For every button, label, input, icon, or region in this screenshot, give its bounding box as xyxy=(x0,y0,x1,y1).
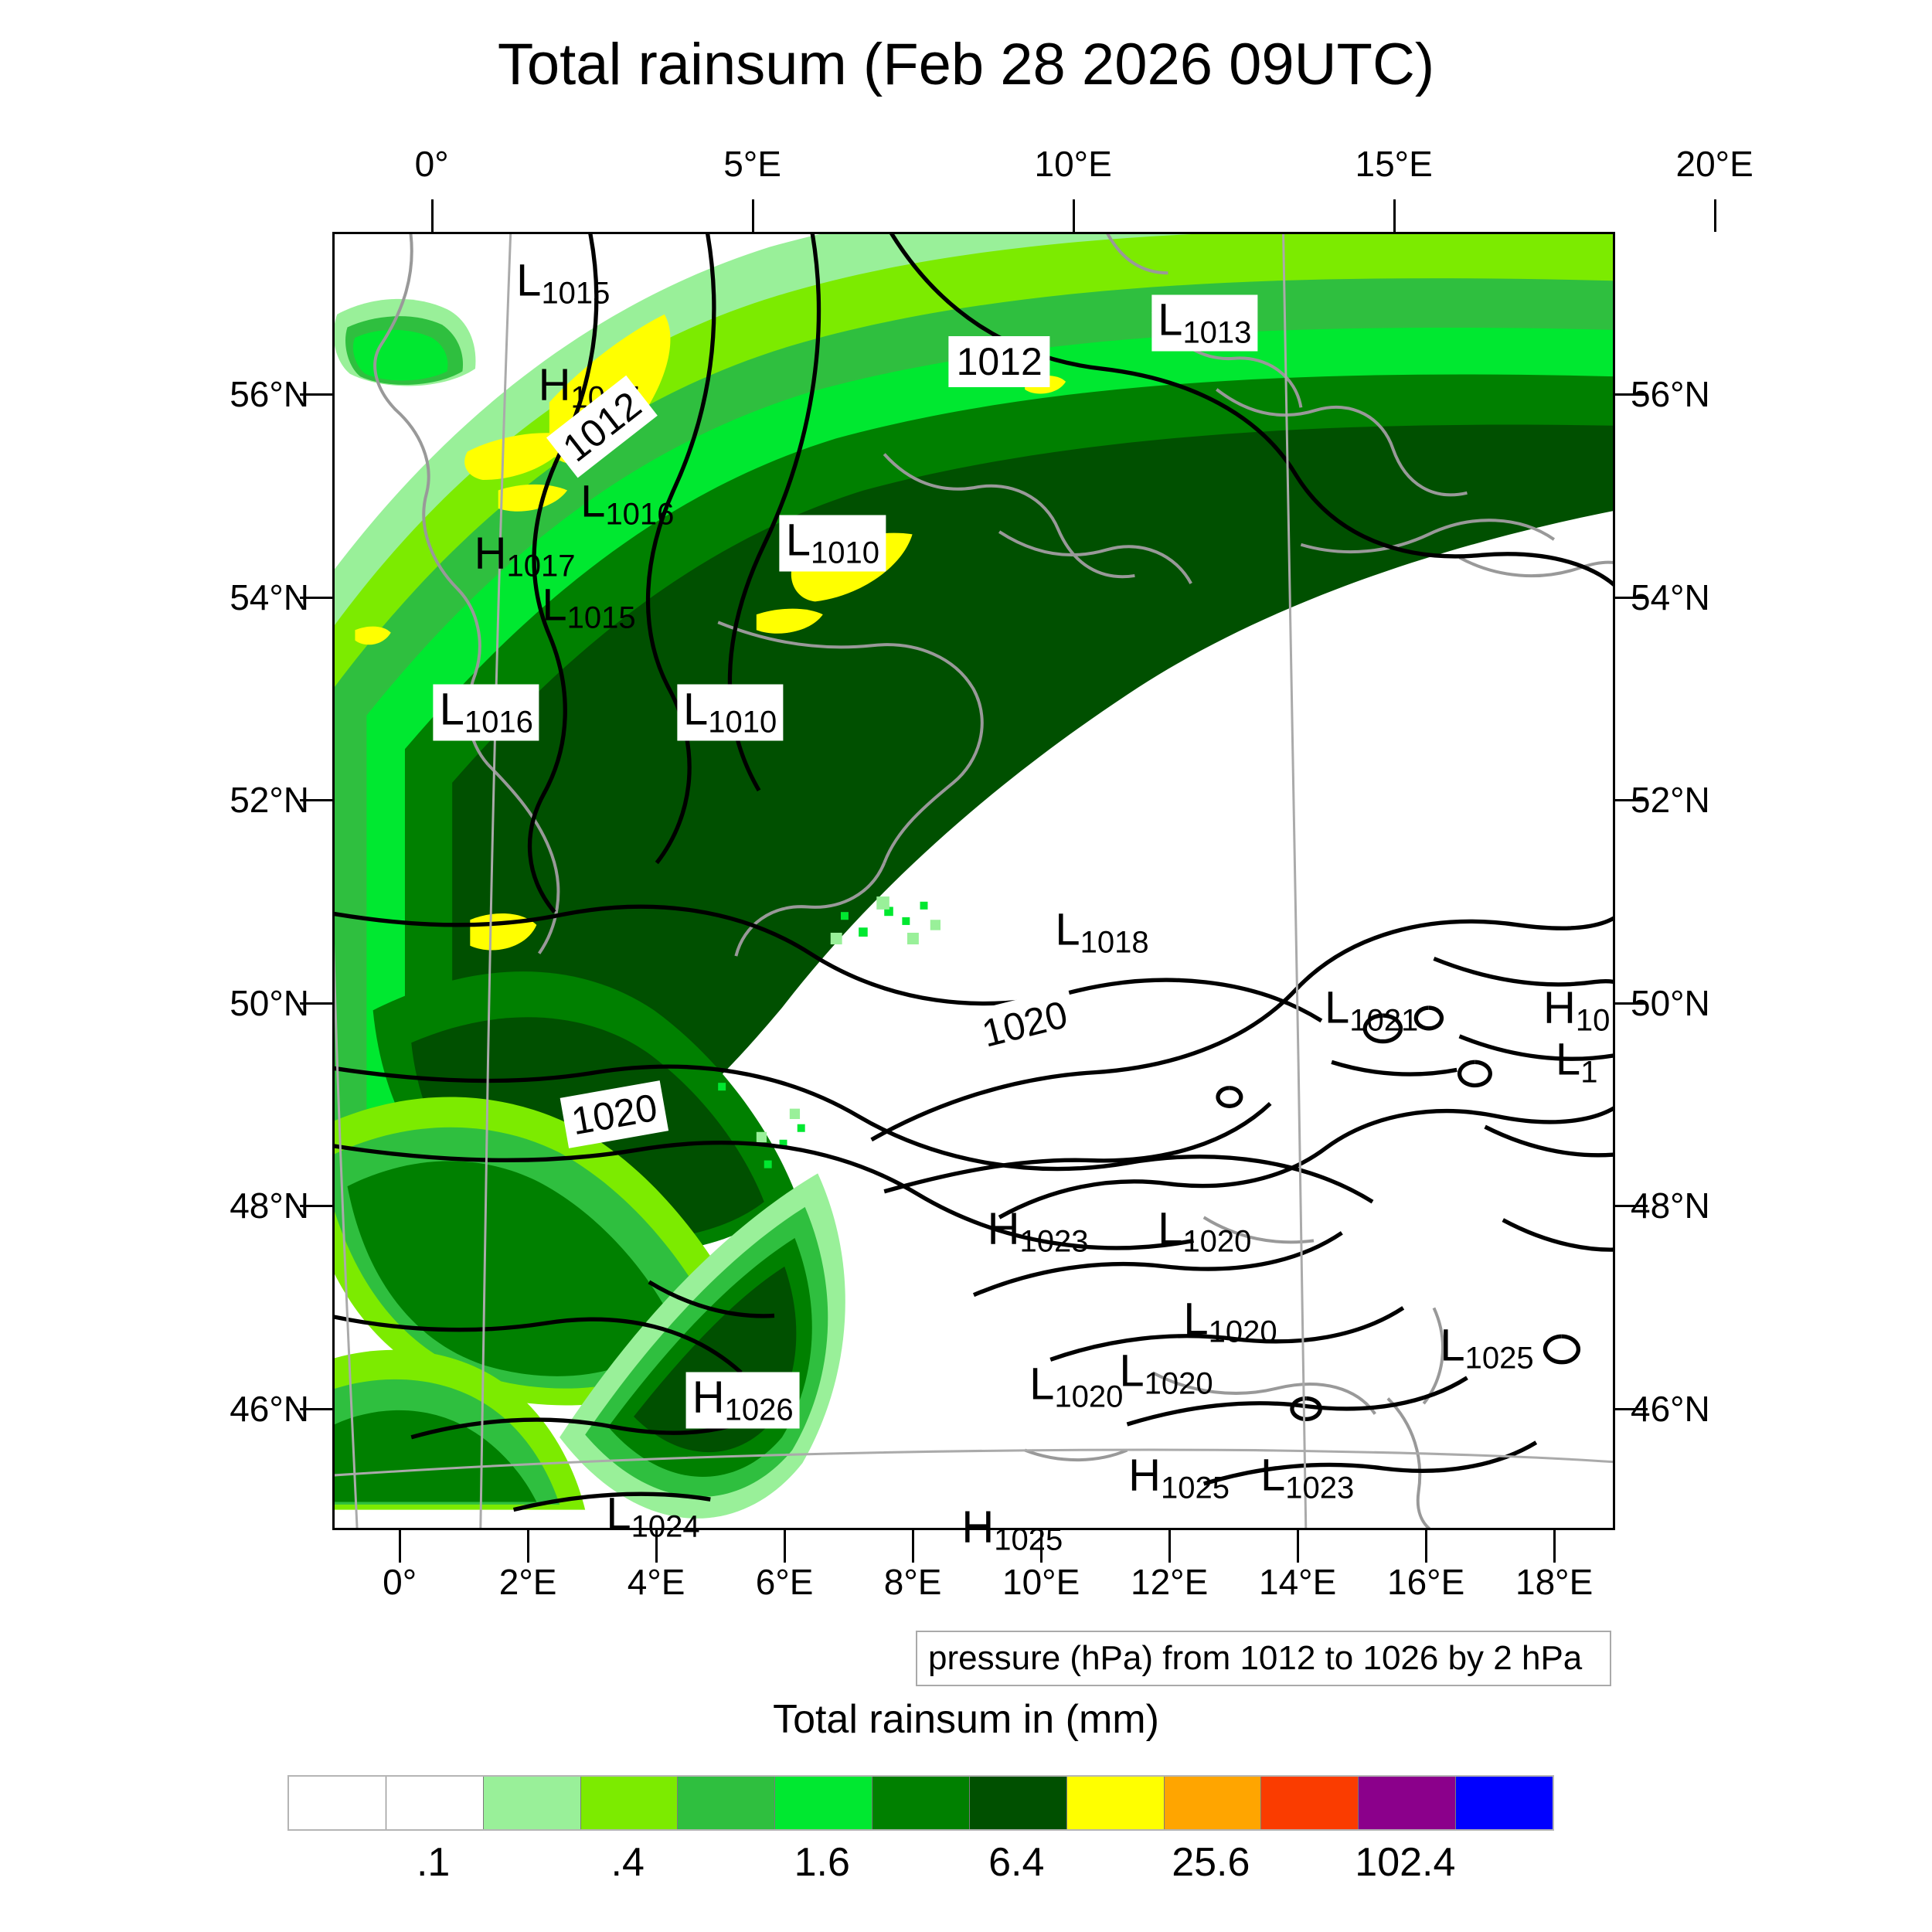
axis-label-bottom: 18°E xyxy=(1515,1562,1594,1602)
axis-label-top: 0° xyxy=(414,144,449,184)
axis-label-right: 54°N xyxy=(1631,577,1710,617)
axis-label-top: 5°E xyxy=(723,144,781,184)
colorbar-cell xyxy=(1359,1777,1457,1829)
axis-tick-bottom xyxy=(1297,1530,1300,1563)
axis-tick-top xyxy=(1072,199,1075,232)
axis-tick-bottom xyxy=(1168,1530,1172,1563)
colorbar-cell xyxy=(289,1777,386,1829)
colorbar-tick-label: 25.6 xyxy=(1172,1840,1250,1885)
colorbar-cell xyxy=(580,1777,679,1829)
axis-label-top: 20°E xyxy=(1675,144,1753,184)
axis-tick-bottom xyxy=(399,1530,402,1563)
colorbar-tick-labels: .1 .4 1.6 6.4 25.6 102.4 xyxy=(287,1839,1551,1901)
pressure-legend-box: pressure (hPa) from 1012 to 1026 by 2 hP… xyxy=(916,1631,1611,1686)
axis-label-bottom: 12°E xyxy=(1131,1562,1209,1602)
axis-tick-right xyxy=(1615,596,1648,599)
axis-label-bottom: 0° xyxy=(383,1562,417,1602)
axis-label-bottom: 10°E xyxy=(1002,1562,1080,1602)
colorbar-cell xyxy=(872,1777,970,1829)
axis-label-right: 48°N xyxy=(1631,1185,1710,1226)
colorbar-cell xyxy=(1261,1777,1359,1829)
axis-label-left: 56°N xyxy=(230,374,309,414)
colorbar-cell xyxy=(1164,1777,1262,1829)
colorbar-cell xyxy=(678,1777,776,1829)
axis-tick-top xyxy=(430,199,434,232)
axis-label-top: 10°E xyxy=(1034,144,1112,184)
colorbar-cell xyxy=(969,1777,1067,1829)
axis-tick-bottom xyxy=(1425,1530,1428,1563)
axis-tick-left xyxy=(300,596,332,599)
colorbar-cell xyxy=(386,1777,484,1829)
axis-label-bottom: 6°E xyxy=(755,1562,814,1602)
axis-tick-bottom xyxy=(527,1530,530,1563)
axis-tick-left xyxy=(300,1407,332,1410)
axis-tick-left xyxy=(300,393,332,396)
axis-tick-left xyxy=(300,1002,332,1005)
colorbar-cell xyxy=(483,1777,581,1829)
coastline-layer xyxy=(373,234,1613,1528)
axis-label-bottom: 14°E xyxy=(1259,1562,1337,1602)
map-frame xyxy=(332,232,1615,1530)
axis-label-left: 46°N xyxy=(230,1388,309,1429)
axis-label-left: 52°N xyxy=(230,780,309,820)
axis-tick-left xyxy=(300,799,332,801)
axis-tick-bottom xyxy=(784,1530,787,1563)
axis-label-right: 50°N xyxy=(1631,982,1710,1023)
axis-tick-right xyxy=(1615,1205,1648,1207)
axis-label-top: 15°E xyxy=(1355,144,1433,184)
colorbar xyxy=(287,1775,1554,1831)
map-panel xyxy=(332,232,1615,1530)
axis-label-left: 48°N xyxy=(230,1185,309,1226)
axis-tick-left xyxy=(300,1205,332,1207)
axis-label-right: 46°N xyxy=(1631,1388,1710,1429)
colorbar-tick-label: 6.4 xyxy=(988,1840,1045,1885)
colorbar-tick-label: 1.6 xyxy=(794,1840,850,1885)
colorbar-cell xyxy=(1456,1777,1553,1829)
colorbar-title: Total rainsum in (mm) xyxy=(773,1697,1159,1742)
colorbar-tick-label: .1 xyxy=(416,1840,451,1885)
axis-label-bottom: 4°E xyxy=(627,1562,685,1602)
axis-label-left: 54°N xyxy=(230,577,309,617)
axis-tick-bottom xyxy=(912,1530,915,1563)
colorbar-tick-label: .4 xyxy=(611,1840,645,1885)
axis-label-bottom: 8°E xyxy=(883,1562,942,1602)
axis-tick-bottom xyxy=(1553,1530,1556,1563)
axis-label-bottom: 2°E xyxy=(498,1562,557,1602)
colorbar-cell xyxy=(1066,1777,1165,1829)
axis-label-right: 56°N xyxy=(1631,374,1710,414)
axis-tick-bottom xyxy=(1040,1530,1043,1563)
axis-tick-right xyxy=(1615,393,1648,396)
pressure-contours xyxy=(335,234,1613,1512)
axis-tick-top xyxy=(1713,199,1716,232)
axis-tick-right xyxy=(1615,799,1648,801)
axis-tick-right xyxy=(1615,1002,1648,1005)
axis-tick-bottom xyxy=(655,1530,658,1563)
axis-label-right: 52°N xyxy=(1631,780,1710,820)
axis-label-bottom: 16°E xyxy=(1387,1562,1465,1602)
axis-tick-right xyxy=(1615,1407,1648,1410)
colorbar-tick-label: 102.4 xyxy=(1355,1840,1456,1885)
axis-tick-top xyxy=(1393,199,1396,232)
page-title: Total rainsum (Feb 28 2026 09UTC) xyxy=(497,32,1435,97)
graticule xyxy=(335,234,1613,1528)
map-canvas xyxy=(335,234,1613,1528)
axis-tick-top xyxy=(751,199,754,232)
colorbar-cell xyxy=(775,1777,873,1829)
axis-label-left: 50°N xyxy=(230,982,309,1023)
pressure-legend-text: pressure (hPa) from 1012 to 1026 by 2 hP… xyxy=(928,1639,1583,1677)
